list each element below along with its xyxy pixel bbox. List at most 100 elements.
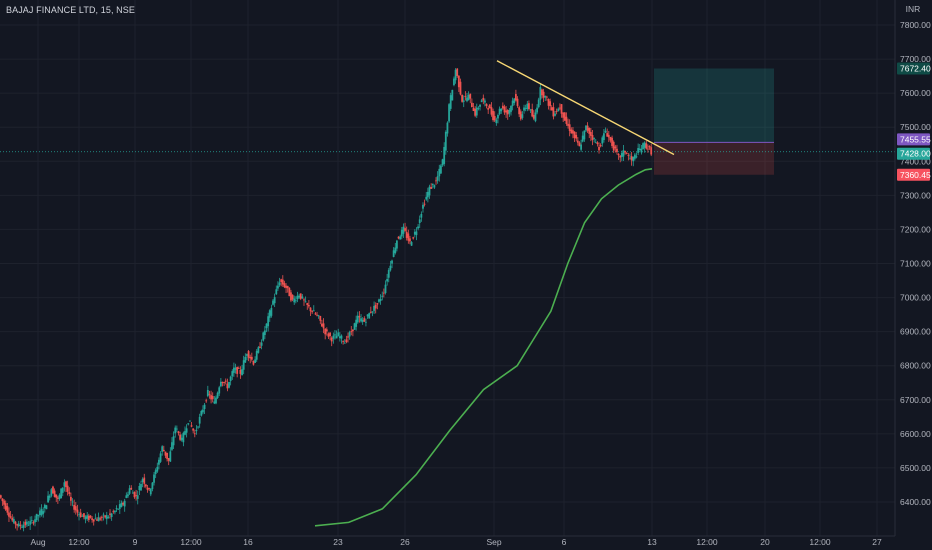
- candle-down: [350, 331, 353, 333]
- candle-down: [412, 237, 415, 239]
- candle-up: [510, 106, 512, 112]
- candle-up: [188, 420, 191, 422]
- candle-up: [219, 381, 222, 387]
- candle-down: [645, 143, 648, 149]
- candle-down: [423, 203, 426, 205]
- candle-up: [22, 525, 25, 528]
- candle-up: [244, 356, 247, 363]
- x-tick-label: 26: [400, 537, 410, 547]
- candle-up: [379, 299, 382, 301]
- candle-up: [365, 321, 367, 323]
- candle-up: [60, 488, 63, 499]
- x-tick-label: 12:00: [68, 537, 90, 547]
- candle-down: [505, 110, 508, 113]
- candle-down: [24, 521, 27, 526]
- candle-down: [342, 341, 345, 342]
- candle-up: [61, 487, 64, 493]
- candle-up: [246, 354, 248, 356]
- candle-down: [0, 495, 2, 498]
- candle-down: [519, 111, 522, 120]
- candle-up: [71, 501, 74, 503]
- candle-down: [627, 155, 630, 156]
- target-zone[interactable]: [654, 68, 774, 143]
- candle-down: [32, 522, 35, 524]
- candle-up: [343, 342, 346, 344]
- candle-up: [43, 504, 46, 509]
- trendline[interactable]: [496, 60, 675, 156]
- x-tick-label: 6: [562, 537, 567, 547]
- candle-up: [260, 342, 263, 346]
- candle-up: [620, 153, 623, 157]
- moving-average-line: [314, 168, 653, 527]
- candle-down: [211, 396, 214, 400]
- candle-up: [17, 523, 20, 527]
- candle-down: [329, 332, 331, 337]
- candle-down: [133, 491, 136, 498]
- candle-up: [94, 518, 97, 520]
- candle-up: [583, 130, 586, 140]
- price-tag-label: 7360.45: [900, 170, 931, 180]
- candle-down: [397, 236, 400, 239]
- candle-down: [303, 299, 305, 301]
- candle-down: [485, 103, 488, 107]
- candle-up: [174, 427, 177, 434]
- candle-up: [118, 504, 121, 509]
- candle-up: [338, 336, 341, 339]
- candle-up: [37, 515, 40, 517]
- candle-up: [387, 270, 390, 278]
- x-tick-label: Aug: [30, 537, 45, 547]
- candle-up: [12, 519, 15, 523]
- candle-up: [298, 295, 301, 298]
- candle-down: [11, 517, 14, 521]
- candle-down: [210, 395, 212, 400]
- candle-up: [454, 69, 457, 81]
- candle-up: [637, 148, 640, 153]
- candle-up: [136, 495, 139, 499]
- candle-up: [216, 392, 219, 399]
- candle-up: [593, 138, 596, 140]
- candle-down: [482, 97, 485, 101]
- candle-down: [224, 380, 227, 382]
- candle-up: [229, 376, 232, 382]
- candle-up: [356, 315, 359, 323]
- candle-up: [86, 515, 89, 519]
- x-tick-label: 16: [243, 537, 253, 547]
- y-tick-label: 6500.00: [900, 463, 931, 473]
- candle-up: [498, 108, 501, 115]
- candle-down: [542, 91, 545, 98]
- y-tick-label: 7300.00: [900, 190, 931, 200]
- candle-down: [363, 318, 366, 322]
- candle-up: [40, 509, 43, 516]
- candle-up: [231, 371, 234, 377]
- price-tag-target: [897, 62, 930, 75]
- candle-down: [560, 104, 563, 114]
- stop-zone[interactable]: [654, 142, 774, 175]
- candle-down: [612, 141, 615, 151]
- x-tick-label: 13: [647, 537, 657, 547]
- price-tag-label: 7428.00: [900, 149, 931, 159]
- candle-up: [373, 305, 375, 311]
- candle-down: [457, 75, 460, 88]
- candle-up: [197, 426, 199, 428]
- candle-down: [532, 114, 535, 119]
- candle-up: [42, 511, 45, 514]
- x-tick-label: 23: [333, 537, 343, 547]
- candle-down: [588, 128, 591, 134]
- candle-down: [469, 93, 472, 99]
- y-tick-label: 6400.00: [900, 497, 931, 507]
- candle-up: [187, 423, 190, 425]
- candle-down: [66, 485, 69, 492]
- candle-up: [241, 369, 243, 376]
- candle-up: [270, 307, 273, 316]
- candle-up: [171, 442, 173, 450]
- candle-up: [200, 411, 203, 416]
- candle-up: [500, 108, 503, 112]
- candle-up: [159, 453, 162, 462]
- candle-up: [195, 429, 198, 432]
- candle-up: [402, 226, 405, 234]
- candle-up: [371, 311, 374, 313]
- candle-up: [475, 107, 478, 116]
- candle-up: [127, 494, 129, 497]
- candle-up: [537, 99, 540, 108]
